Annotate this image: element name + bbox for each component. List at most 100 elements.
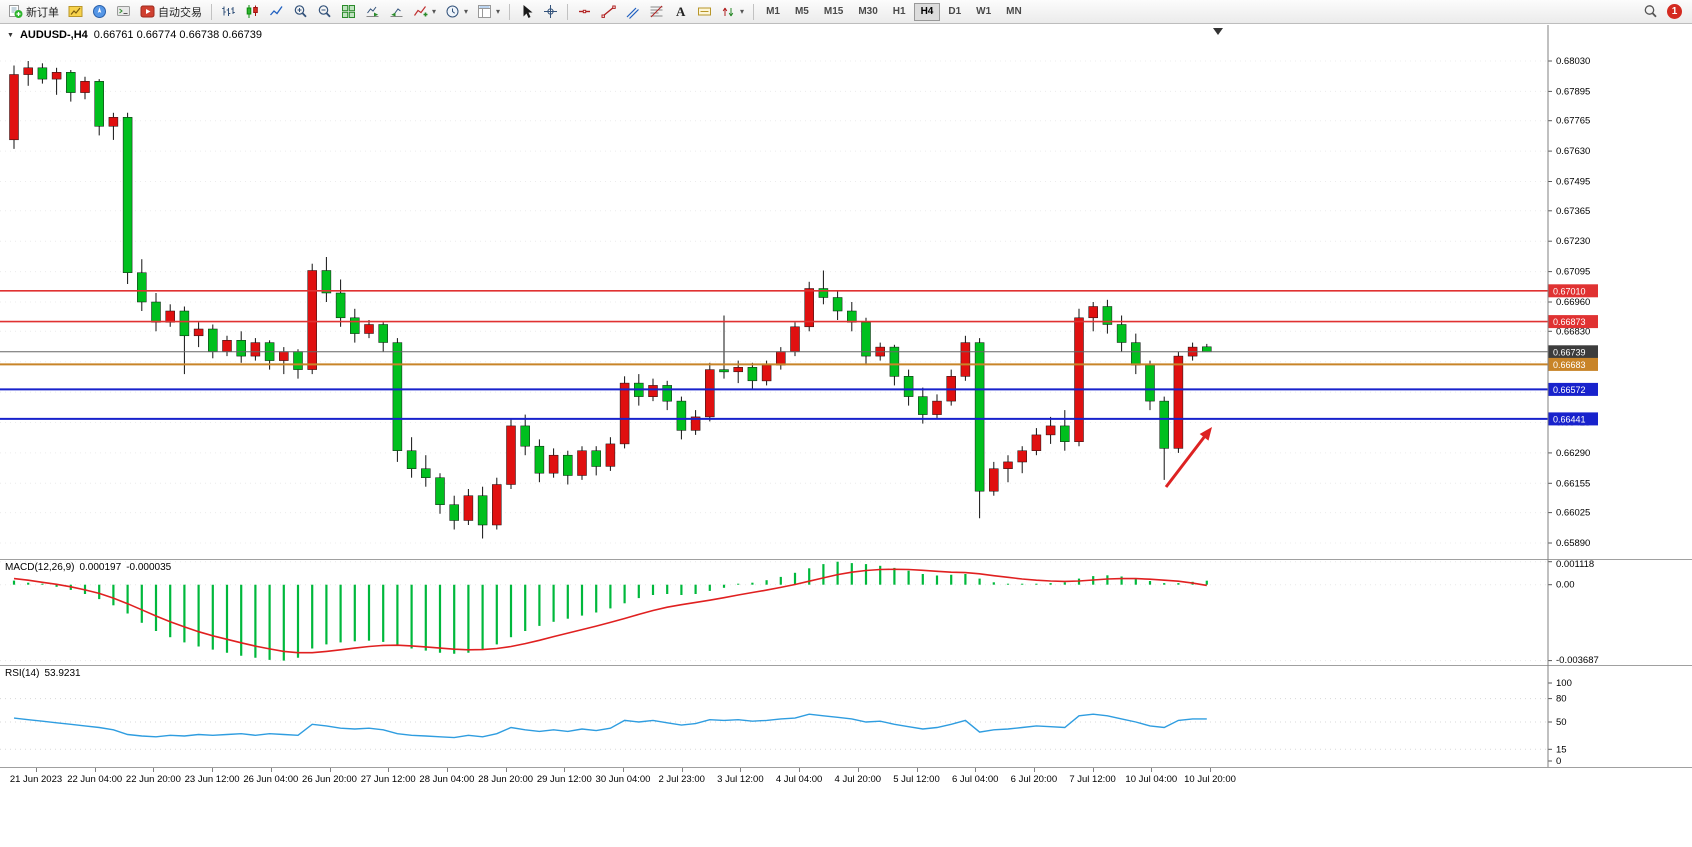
candle bbox=[335, 292, 346, 319]
terminal-button[interactable] bbox=[112, 2, 135, 22]
timeframe-mn[interactable]: MN bbox=[999, 3, 1029, 21]
time-axis-label: 21 Jun 2023 bbox=[9, 774, 63, 785]
timeframe-h1[interactable]: H1 bbox=[886, 3, 913, 21]
time-axis-label: 2 Jul 23:00 bbox=[658, 774, 705, 785]
new-order-button[interactable]: 新订单 bbox=[4, 2, 63, 22]
timeframe-d1[interactable]: D1 bbox=[941, 3, 968, 21]
channel-tool-button[interactable] bbox=[621, 2, 644, 22]
toolbar-separator bbox=[211, 3, 212, 20]
candle bbox=[1031, 434, 1042, 451]
rsi-value: 53.9231 bbox=[44, 668, 81, 679]
market-watch-button[interactable] bbox=[64, 2, 87, 22]
time-axis-tick bbox=[505, 768, 507, 772]
price-tag-label: 0.66441 bbox=[1553, 414, 1586, 424]
time-axis-label: 26 Jun 20:00 bbox=[302, 774, 357, 785]
candle bbox=[435, 477, 445, 505]
crosshair-button[interactable] bbox=[539, 2, 562, 22]
time-axis-tick bbox=[388, 768, 390, 772]
clock-icon bbox=[446, 5, 459, 18]
trendline-tool-button[interactable] bbox=[597, 2, 620, 22]
line-chart-button[interactable] bbox=[265, 2, 288, 22]
autotrading-button[interactable]: 自动交易 bbox=[136, 2, 206, 22]
templates-button[interactable]: ▾ bbox=[473, 2, 504, 22]
ohlc-values: 0.66761 0.66774 0.66738 0.66739 bbox=[93, 29, 262, 41]
timeframe-w1[interactable]: W1 bbox=[969, 3, 998, 21]
autotrading-label: 自动交易 bbox=[158, 6, 202, 19]
candle bbox=[861, 322, 871, 357]
candle bbox=[662, 385, 672, 402]
macd-panel[interactable]: 0.001118 0.00 -0.003687 bbox=[0, 559, 1692, 665]
time-axis-tick bbox=[212, 768, 214, 772]
rsi-axis-label: 15 bbox=[1556, 744, 1567, 755]
candle bbox=[1202, 346, 1212, 353]
indicators-button[interactable]: ▾ bbox=[409, 2, 440, 22]
arrows-icon bbox=[722, 7, 734, 17]
chart-shift-button[interactable] bbox=[385, 2, 408, 22]
candle bbox=[1003, 461, 1013, 469]
time-axis-label: 5 Jul 12:00 bbox=[893, 774, 940, 785]
candle bbox=[1159, 400, 1169, 449]
bar-chart-button[interactable] bbox=[217, 2, 240, 22]
timeframe-m30[interactable]: M30 bbox=[851, 3, 884, 21]
arrows-tool-button[interactable]: ▾ bbox=[717, 2, 748, 22]
macd-value-signal: -0.000035 bbox=[126, 562, 172, 573]
notification-badge[interactable]: 1 bbox=[1667, 4, 1682, 19]
time-axis-label: 6 Jul 04:00 bbox=[951, 774, 999, 785]
time-axis[interactable]: 21 Jun 2023 22 Jun 04:00 22 Jun 20:00 23 Ju… bbox=[0, 767, 1692, 787]
chevron-down-icon: ▾ bbox=[432, 7, 437, 16]
price-axis-label: 0.66155 bbox=[1556, 478, 1590, 489]
navigator-icon bbox=[93, 5, 106, 18]
macd-axis-label: -0.003687 bbox=[1556, 655, 1599, 665]
time-axis-label: 27 Jun 12:00 bbox=[360, 774, 416, 785]
fibonacci-tool-button[interactable] bbox=[645, 2, 668, 22]
candle bbox=[250, 342, 261, 357]
main-price-chart[interactable]: 0.68030 0.67895 0.67765 0.67630 0.67495 0.673… bbox=[0, 25, 1692, 559]
search-button[interactable] bbox=[1639, 2, 1662, 22]
chart-menu-icon[interactable]: ▼ bbox=[7, 31, 14, 39]
candle bbox=[307, 270, 317, 370]
time-axis-label: 22 Jun 04:00 bbox=[67, 774, 123, 785]
timeframe-h4[interactable]: H4 bbox=[913, 2, 941, 21]
cursor-button[interactable] bbox=[515, 2, 538, 22]
candlestick-chart-button[interactable] bbox=[241, 2, 264, 22]
timeframe-m5[interactable]: M5 bbox=[788, 3, 816, 21]
zoom-in-button[interactable] bbox=[289, 2, 312, 22]
candle bbox=[463, 495, 474, 521]
macd-name: MACD(12,26,9) bbox=[5, 562, 75, 573]
arrow-annotation[interactable] bbox=[1164, 427, 1212, 488]
candle bbox=[1088, 306, 1098, 319]
label-tool-button[interactable] bbox=[693, 2, 716, 22]
candle bbox=[605, 443, 616, 467]
candle bbox=[804, 288, 814, 328]
horizontal-line-tool-button[interactable] bbox=[573, 2, 596, 22]
chevron-down-icon: ▾ bbox=[740, 7, 745, 16]
candle bbox=[548, 454, 559, 474]
candle bbox=[122, 117, 133, 273]
periods-button[interactable]: ▾ bbox=[441, 2, 472, 22]
time-axis-tick bbox=[564, 768, 566, 772]
zoom-out-button[interactable] bbox=[313, 2, 336, 22]
price-tag bbox=[1548, 412, 1598, 426]
auto-scroll-button[interactable] bbox=[361, 2, 384, 22]
candle bbox=[747, 367, 758, 382]
time-axis-tick bbox=[94, 768, 96, 772]
candle bbox=[9, 74, 19, 141]
text-tool-button[interactable]: A bbox=[669, 2, 692, 22]
time-axis-label: 29 Jun 12:00 bbox=[536, 774, 592, 785]
candle bbox=[776, 351, 786, 366]
macd-label: MACD(12,26,9) 0.000197 -0.000035 bbox=[5, 562, 171, 573]
time-axis-label: 4 Jul 20:00 bbox=[834, 774, 882, 785]
scroll-end-marker[interactable] bbox=[1213, 28, 1223, 35]
price-axis-label: 0.67765 bbox=[1556, 116, 1590, 127]
candle bbox=[889, 346, 900, 377]
timeframe-m15[interactable]: M15 bbox=[817, 3, 850, 21]
rsi-axis-label: 100 bbox=[1556, 678, 1572, 689]
timeframe-m1[interactable]: M1 bbox=[759, 3, 787, 21]
macd-axis-label: 0.001118 bbox=[1556, 559, 1594, 570]
candle bbox=[208, 328, 218, 352]
template-icon bbox=[478, 5, 492, 18]
rsi-panel[interactable]: 100 80 50 150 bbox=[0, 665, 1692, 767]
navigator-button[interactable] bbox=[88, 2, 111, 22]
tile-windows-button[interactable] bbox=[337, 2, 360, 22]
candle bbox=[847, 310, 857, 323]
